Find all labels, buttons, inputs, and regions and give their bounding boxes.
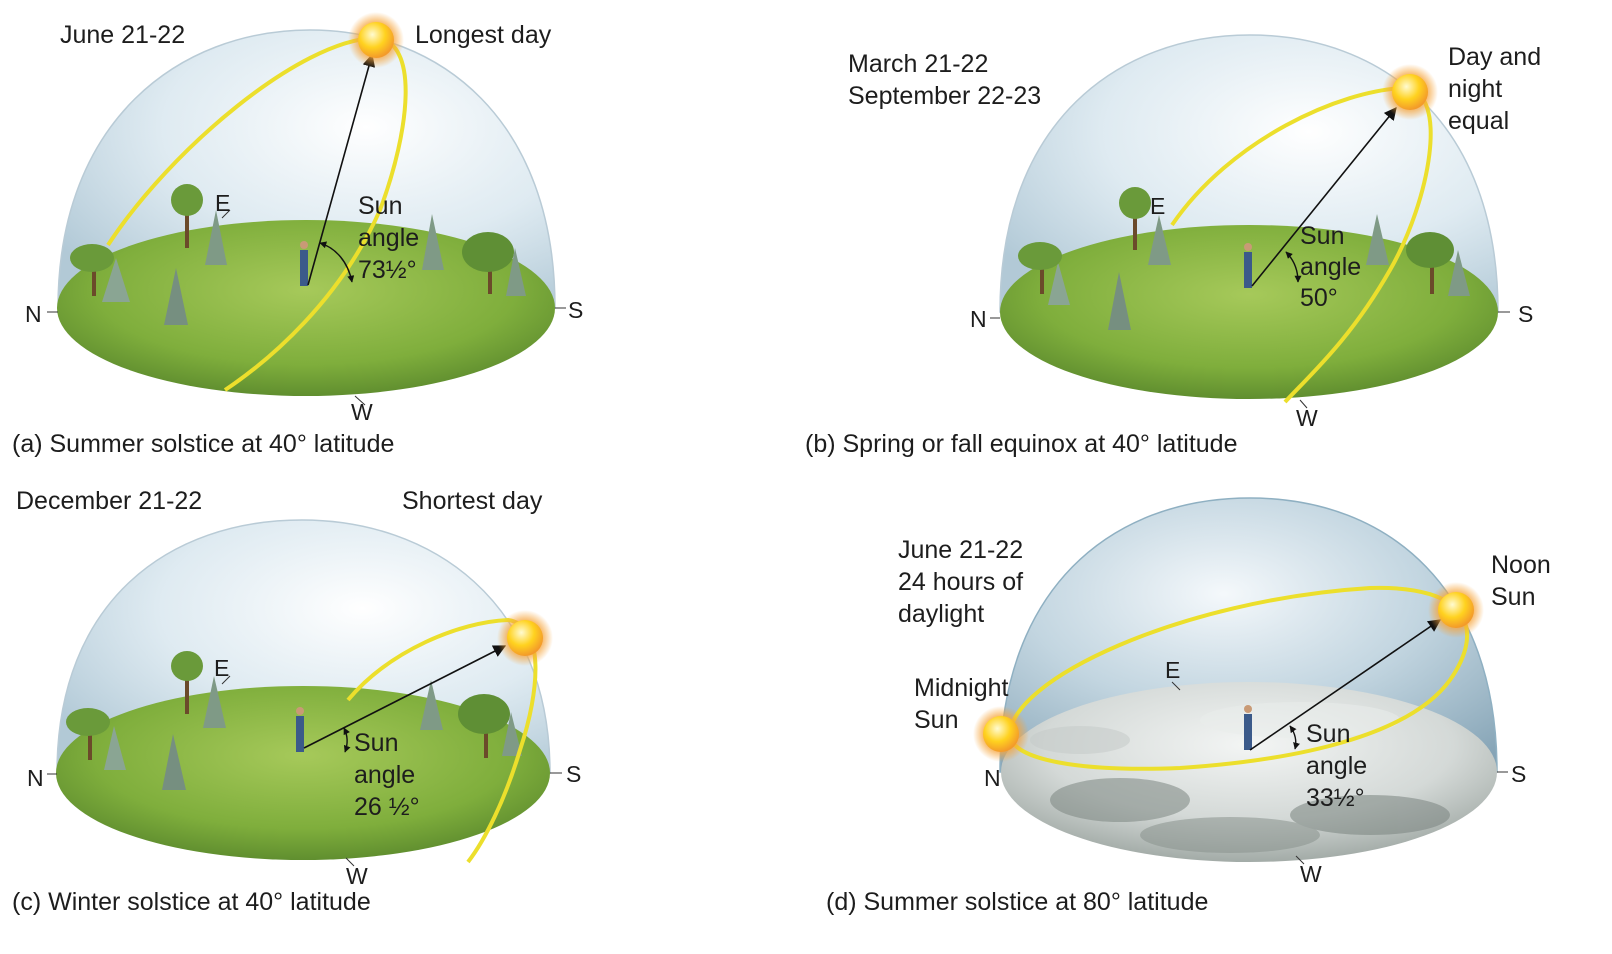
sun-path — [1170, 85, 1433, 404]
sun-icon — [348, 12, 404, 68]
tree — [66, 651, 522, 790]
angle-arc — [343, 727, 351, 753]
person — [1244, 705, 1252, 750]
noon-sun-label: Sun — [1491, 583, 1535, 611]
person — [300, 241, 308, 286]
date-label: June 21-22 — [898, 536, 1023, 564]
person — [1244, 243, 1252, 288]
angle-arc — [319, 241, 355, 283]
date-label: June 21-22 — [60, 21, 185, 49]
noon-sun-label: Noon — [1491, 551, 1551, 579]
sun-angle-label: Sun — [354, 729, 398, 757]
direction-south: S — [566, 761, 581, 787]
panel-caption: (a) Summer solstice at 40° latitude — [12, 430, 394, 458]
panel-d: June 21-22 24 hours of daylight Noon Sun… — [826, 497, 1551, 916]
sun-angle-label: Sun — [1306, 720, 1350, 748]
day-note-label: Longest day — [415, 21, 552, 49]
sun-angle-label: angle — [1306, 752, 1367, 780]
date-label: December 21-22 — [16, 487, 202, 515]
direction-south: S — [1518, 301, 1533, 327]
sun-ray-arrow — [1249, 619, 1442, 751]
sun-angle-label: Sun — [1300, 222, 1344, 250]
sun-angle-value: 33½° — [1306, 784, 1365, 812]
panel-caption: (d) Summer solstice at 80° latitude — [826, 888, 1208, 916]
angle-arc — [1289, 725, 1300, 750]
sun-angle-value: 73½° — [358, 256, 417, 284]
panel-c: December 21-22 Shortest day Sun angle 26… — [12, 487, 581, 916]
day-note-label: Day and — [1448, 43, 1541, 71]
direction-west: W — [1296, 405, 1318, 431]
direction-east: E — [1165, 657, 1180, 683]
sun-angle-label: angle — [354, 761, 415, 789]
panel-caption: (c) Winter solstice at 40° latitude — [12, 888, 371, 916]
direction-east: E — [1150, 193, 1165, 219]
tree — [1018, 187, 1470, 330]
direction-north: N — [984, 765, 1001, 791]
midnight-sun-label: Sun — [914, 706, 958, 734]
sun-icon — [1382, 64, 1438, 120]
sun-ray-arrow — [1251, 107, 1397, 287]
direction-north: N — [25, 301, 42, 327]
direction-west: W — [351, 399, 373, 425]
midnight-sun-icon — [973, 706, 1029, 762]
date-label: daylight — [898, 600, 984, 628]
direction-east: E — [215, 190, 230, 216]
noon-sun-icon — [1428, 582, 1484, 638]
sun-angle-label: angle — [1300, 253, 1361, 281]
sun-angle-value: 26 ½° — [354, 793, 420, 821]
panel-b: March 21-22 September 22-23 Day and nigh… — [805, 34, 1541, 458]
ground-disk — [1000, 225, 1498, 399]
day-note-label: equal — [1448, 107, 1509, 135]
person — [296, 707, 304, 752]
angle-arc — [1285, 251, 1302, 283]
date-label: 24 hours of — [898, 568, 1023, 596]
sun-path — [106, 35, 408, 392]
sun-ray-arrow — [307, 53, 376, 286]
direction-south: S — [1511, 761, 1526, 787]
date-label: September 22-23 — [848, 82, 1041, 110]
tree — [70, 184, 526, 325]
sun-angle-label: Sun — [358, 192, 402, 220]
direction-east: E — [214, 655, 229, 681]
direction-south: S — [568, 297, 583, 323]
day-note-label: Shortest day — [402, 487, 543, 515]
direction-west: W — [1300, 861, 1322, 887]
sun-path — [1007, 585, 1470, 771]
date-label: March 21-22 — [848, 50, 988, 78]
panel-caption: (b) Spring or fall equinox at 40° latitu… — [805, 430, 1237, 458]
sun-icon — [497, 610, 553, 666]
sun-angle-label: angle — [358, 224, 419, 252]
sun-ray-arrow — [303, 645, 507, 749]
direction-west: W — [346, 863, 368, 889]
sun-angle-value: 50° — [1300, 284, 1338, 312]
direction-north: N — [27, 765, 44, 791]
panel-a: June 21-22 Longest day Sun angle 73½° N … — [12, 12, 583, 458]
midnight-sun-label: Midnight — [914, 674, 1009, 702]
day-note-label: night — [1448, 75, 1502, 103]
direction-north: N — [970, 306, 987, 332]
